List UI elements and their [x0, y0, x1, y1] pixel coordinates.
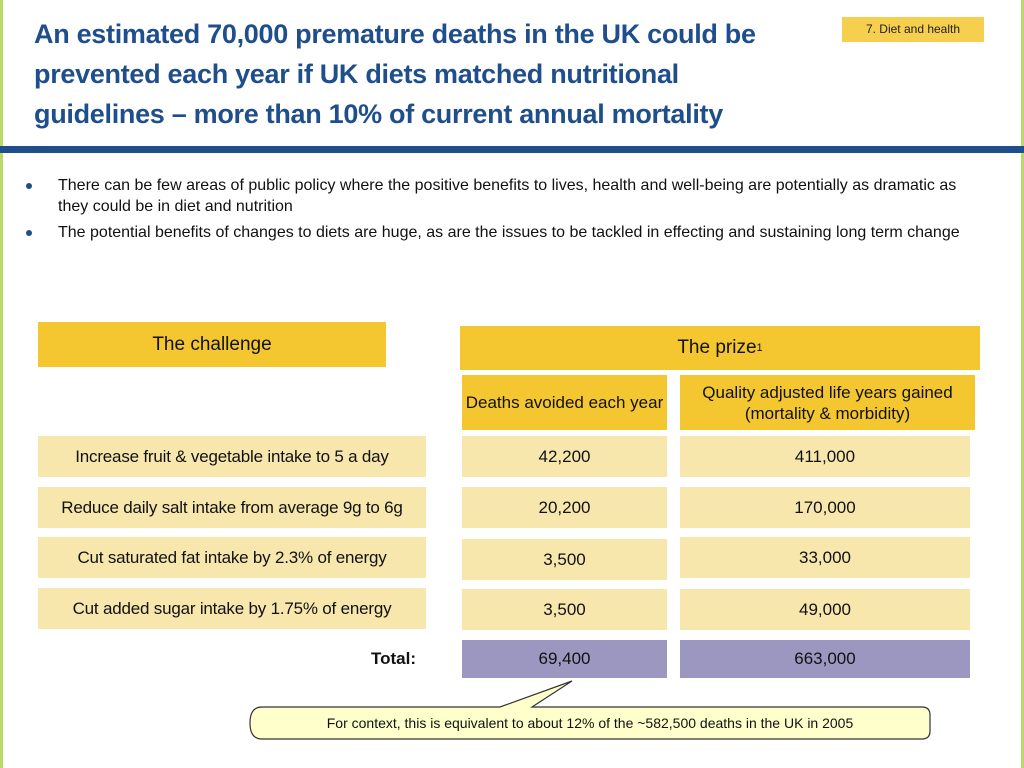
slide-title: An estimated 70,000 premature deaths in …	[34, 19, 756, 129]
qaly-gained-value: 411,000	[680, 436, 970, 477]
challenge-row-label: Cut added sugar intake by 1.75% of energ…	[38, 588, 426, 629]
title-divider	[0, 146, 1024, 153]
bullet-item: The potential benefits of changes to die…	[20, 222, 980, 243]
right-border	[1021, 0, 1024, 768]
challenge-header: The challenge	[38, 322, 386, 367]
challenge-row-label: Increase fruit & vegetable intake to 5 a…	[38, 436, 426, 477]
bullet-icon	[26, 230, 32, 236]
qaly-gained-value: 49,000	[680, 589, 970, 630]
total-label: Total:	[370, 649, 416, 668]
prize-header-label: The prize	[677, 337, 757, 358]
prize-header: The prize 1	[460, 326, 980, 370]
bullet-list: There can be few areas of public policy …	[20, 175, 980, 248]
deaths-avoided-value: 3,500	[462, 539, 667, 580]
deaths-avoided-value: 3,500	[462, 589, 667, 630]
bullet-text: The potential benefits of changes to die…	[58, 224, 960, 241]
qaly-gained-value: 33,000	[680, 537, 970, 578]
bullet-icon	[26, 183, 32, 189]
challenge-row-label: Reduce daily salt intake from average 9g…	[38, 487, 426, 528]
deaths-avoided-value: 20,200	[462, 487, 667, 528]
bullet-item: There can be few areas of public policy …	[20, 175, 980, 217]
qaly-gained-value: 170,000	[680, 487, 970, 528]
total-deaths-value: 69,400	[462, 640, 667, 678]
deaths-column-header: Deaths avoided each year	[462, 375, 667, 430]
section-tag: 7. Diet and health	[842, 17, 984, 42]
qaly-column-header: Quality adjusted life years gained (mort…	[680, 375, 975, 430]
deaths-avoided-value: 42,200	[462, 436, 667, 477]
callout-text: For context, this is equivalent to about…	[326, 715, 854, 731]
challenge-row-label: Cut saturated fat intake by 2.3% of ener…	[38, 537, 426, 578]
left-border	[0, 0, 3, 768]
total-qaly-value: 663,000	[680, 640, 970, 678]
bullet-text: There can be few areas of public policy …	[58, 177, 957, 215]
